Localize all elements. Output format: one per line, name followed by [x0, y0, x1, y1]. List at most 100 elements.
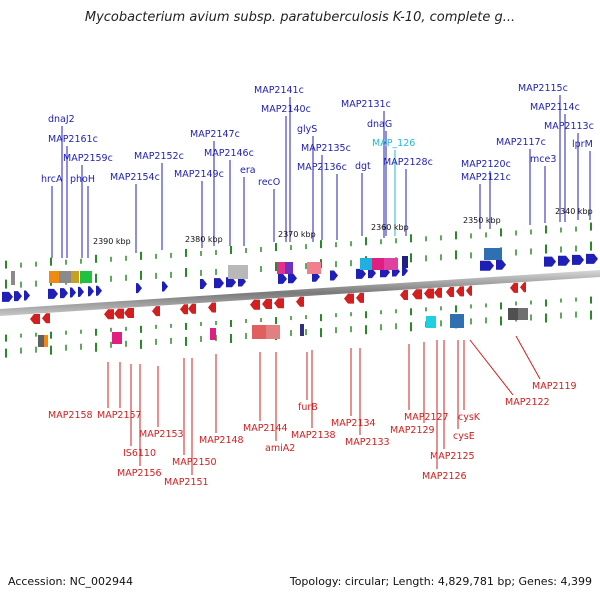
- forward-gene-label[interactable]: MAP2114c: [530, 102, 580, 113]
- feature-box[interactable]: [402, 256, 408, 268]
- reverse-gene-label[interactable]: MAP2125: [430, 451, 475, 462]
- feature-box[interactable]: [59, 271, 71, 283]
- reverse-gene-label[interactable]: MAP2153: [139, 429, 184, 440]
- reverse-gene-arrow[interactable]: [456, 286, 464, 297]
- forward-gene-arrow[interactable]: [368, 268, 376, 279]
- forward-gene-arrow[interactable]: [88, 286, 94, 297]
- forward-gene-arrow[interactable]: [214, 278, 224, 289]
- forward-gene-label[interactable]: MAP2117c: [496, 137, 546, 148]
- reverse-gene-arrow[interactable]: [180, 304, 188, 315]
- forward-gene-arrow[interactable]: [572, 254, 584, 265]
- reverse-gene-label[interactable]: amiA2: [265, 443, 295, 454]
- forward-gene-label[interactable]: MAP2113c: [544, 121, 594, 132]
- feature-box[interactable]: [484, 248, 502, 260]
- forward-gene-label[interactable]: MAP2135c: [301, 143, 351, 154]
- feature-box[interactable]: [71, 271, 79, 283]
- forward-gene-label[interactable]: MAP2149c: [174, 169, 224, 180]
- reverse-gene-label[interactable]: MAP2158: [48, 410, 93, 421]
- feature-box[interactable]: [112, 332, 122, 344]
- reverse-gene-label[interactable]: MAP2157: [97, 410, 142, 421]
- reverse-gene-arrow[interactable]: [104, 309, 114, 320]
- reverse-gene-label[interactable]: cysE: [453, 431, 475, 442]
- forward-gene-label[interactable]: dgt: [355, 161, 371, 172]
- forward-gene-label[interactable]: glyS: [297, 124, 317, 135]
- forward-gene-arrow[interactable]: [78, 286, 84, 297]
- forward-gene-arrow[interactable]: [480, 260, 494, 271]
- reverse-gene-label[interactable]: MAP2122: [505, 397, 550, 408]
- reverse-gene-arrow[interactable]: [356, 292, 364, 303]
- reverse-gene-label[interactable]: cysK: [458, 412, 481, 423]
- reverse-gene-arrow[interactable]: [152, 306, 160, 317]
- feature-box[interactable]: [285, 262, 293, 274]
- forward-gene-arrow[interactable]: [70, 287, 76, 298]
- reverse-gene-arrow[interactable]: [296, 296, 304, 307]
- feature-box[interactable]: [49, 271, 59, 283]
- forward-gene-arrow[interactable]: [238, 276, 246, 287]
- reverse-gene-arrow[interactable]: [42, 313, 50, 324]
- feature-box[interactable]: [11, 271, 15, 285]
- forward-gene-arrow[interactable]: [288, 273, 297, 284]
- forward-gene-arrow[interactable]: [24, 290, 30, 301]
- forward-gene-label[interactable]: MAP2152c: [134, 151, 184, 162]
- reverse-gene-arrow[interactable]: [250, 299, 260, 310]
- reverse-gene-arrow[interactable]: [510, 282, 518, 293]
- reverse-gene-label[interactable]: MAP2156: [117, 468, 162, 479]
- forward-gene-arrow[interactable]: [226, 277, 236, 288]
- forward-gene-arrow[interactable]: [558, 255, 570, 266]
- reverse-gene-arrow[interactable]: [424, 288, 434, 299]
- forward-gene-label[interactable]: MAP2147c: [190, 129, 240, 140]
- reverse-gene-label[interactable]: MAP2126: [422, 471, 467, 482]
- reverse-gene-label[interactable]: furB: [298, 402, 318, 413]
- reverse-gene-arrow[interactable]: [446, 287, 454, 298]
- forward-gene-label[interactable]: MAP2121c: [461, 172, 511, 183]
- forward-gene-label[interactable]: lprM: [572, 139, 593, 150]
- feature-box[interactable]: [508, 308, 518, 320]
- reverse-gene-label[interactable]: MAP2144: [243, 423, 288, 434]
- forward-gene-label[interactable]: MAP_126: [372, 138, 415, 149]
- forward-gene-arrow[interactable]: [496, 259, 506, 270]
- forward-gene-arrow[interactable]: [96, 285, 102, 296]
- forward-gene-label[interactable]: MAP2120c: [461, 159, 511, 170]
- reverse-gene-label[interactable]: MAP2129: [390, 425, 435, 436]
- feature-box[interactable]: [360, 258, 372, 270]
- reverse-gene-label[interactable]: MAP2148: [199, 435, 244, 446]
- forward-gene-arrow[interactable]: [312, 271, 320, 282]
- reverse-gene-arrow[interactable]: [274, 298, 284, 309]
- reverse-gene-arrow[interactable]: [434, 287, 442, 298]
- forward-gene-arrow[interactable]: [14, 291, 22, 302]
- reverse-gene-label[interactable]: MAP2150: [172, 457, 217, 468]
- reverse-gene-arrow[interactable]: [520, 282, 526, 293]
- forward-gene-arrow[interactable]: [544, 256, 556, 267]
- forward-gene-label[interactable]: dnaG: [367, 119, 392, 130]
- forward-gene-label[interactable]: phoH: [70, 174, 95, 185]
- forward-gene-arrow[interactable]: [586, 253, 598, 264]
- reverse-gene-label[interactable]: MAP2151: [164, 477, 209, 488]
- forward-gene-arrow[interactable]: [162, 281, 168, 292]
- reverse-gene-arrow[interactable]: [124, 307, 134, 318]
- reverse-gene-arrow[interactable]: [208, 302, 216, 313]
- forward-gene-label[interactable]: MAP2161c: [48, 134, 98, 145]
- reverse-gene-label[interactable]: MAP2134: [331, 418, 376, 429]
- forward-gene-arrow[interactable]: [402, 265, 408, 276]
- feature-box[interactable]: [307, 262, 321, 274]
- forward-gene-label[interactable]: MAP2146c: [204, 148, 254, 159]
- reverse-gene-label[interactable]: MAP2119: [532, 381, 577, 392]
- forward-gene-label[interactable]: MAP2159c: [63, 153, 113, 164]
- forward-gene-arrow[interactable]: [2, 291, 13, 302]
- reverse-gene-arrow[interactable]: [400, 290, 408, 300]
- forward-gene-label[interactable]: MAP2141c: [254, 85, 304, 96]
- feature-box[interactable]: [44, 335, 48, 347]
- forward-gene-arrow[interactable]: [136, 283, 142, 294]
- forward-gene-label[interactable]: MAP2154c: [110, 172, 160, 183]
- feature-box[interactable]: [450, 314, 464, 328]
- feature-box[interactable]: [210, 328, 216, 340]
- feature-box[interactable]: [38, 335, 44, 347]
- forward-gene-label[interactable]: MAP2128c: [383, 157, 433, 168]
- forward-gene-label[interactable]: MAP2140c: [261, 104, 311, 115]
- forward-gene-label[interactable]: MAP2131c: [341, 99, 391, 110]
- feature-box[interactable]: [300, 324, 304, 336]
- forward-gene-arrow[interactable]: [200, 279, 207, 289]
- forward-gene-arrow[interactable]: [48, 288, 58, 299]
- reverse-gene-label[interactable]: MAP2133: [345, 437, 390, 448]
- forward-gene-arrow[interactable]: [356, 268, 366, 279]
